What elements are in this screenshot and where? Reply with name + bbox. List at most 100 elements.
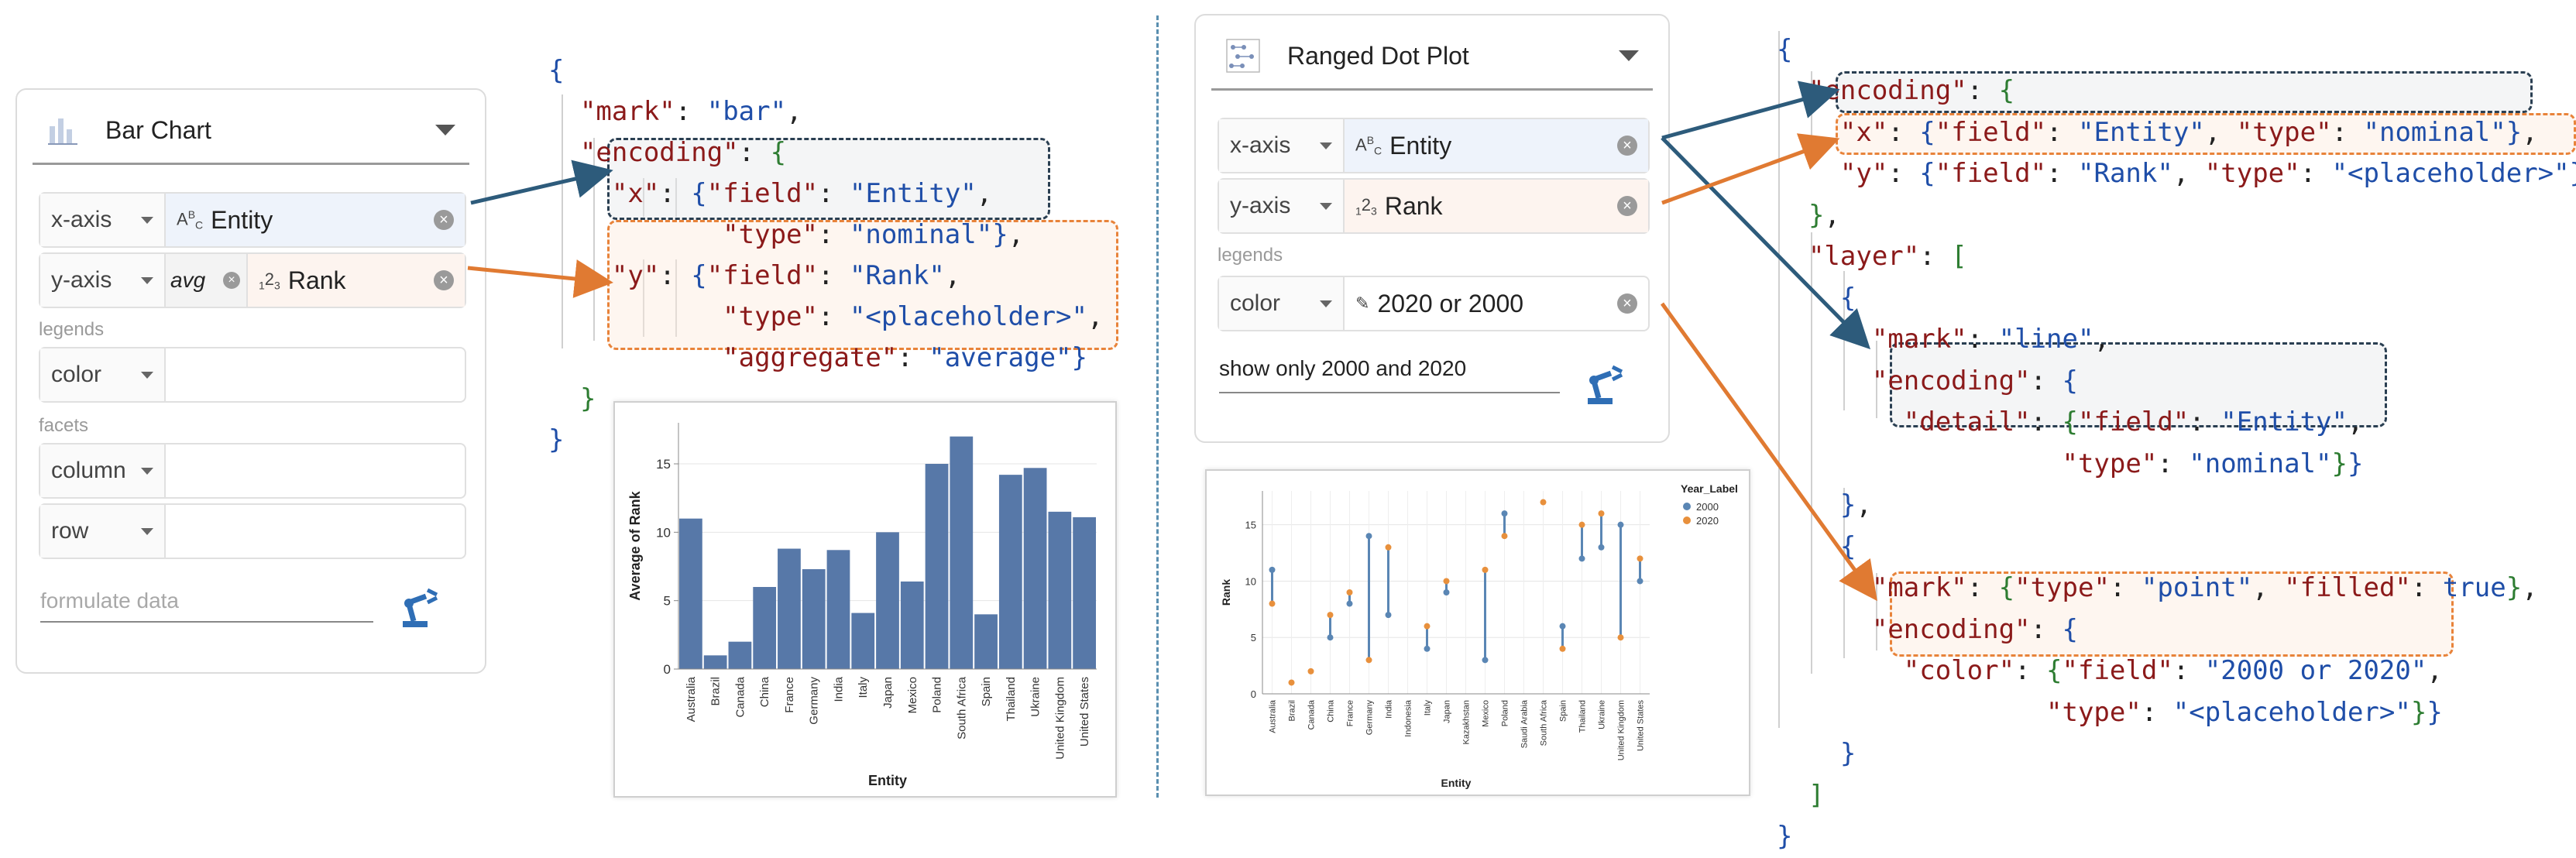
code-key: "type" bbox=[2014, 572, 2110, 603]
dot bbox=[1288, 679, 1295, 686]
dropdown-arrow-icon[interactable] bbox=[141, 372, 153, 379]
aggregate-chip[interactable]: avg × bbox=[166, 254, 248, 307]
dropdown-arrow-icon[interactable] bbox=[1320, 300, 1332, 307]
x-axis-channel-select[interactable]: x-axis bbox=[40, 194, 166, 246]
code-key: "color" bbox=[1903, 655, 2015, 686]
code-value: "nominal" bbox=[849, 219, 993, 250]
formulate-data-input[interactable]: formulate data bbox=[40, 589, 373, 623]
x-axis-channel-select[interactable]: x-axis bbox=[1219, 119, 1345, 172]
y-axis-row[interactable]: y-axis 123 Rank × bbox=[1218, 178, 1650, 234]
color-encoding-highlight bbox=[1890, 571, 2454, 657]
y-axis-row[interactable]: y-axis avg × 123 Rank × bbox=[39, 252, 466, 308]
code-value: "<placeholder>" bbox=[849, 301, 1087, 332]
x-axis-row[interactable]: x-axis ABC Entity × bbox=[39, 192, 466, 248]
code-key: "type" bbox=[2204, 158, 2300, 189]
bar bbox=[1073, 517, 1096, 669]
x-axis-field[interactable]: ABC Entity × bbox=[166, 194, 465, 246]
x-tick-label: Canada bbox=[733, 676, 747, 717]
dot bbox=[1365, 533, 1372, 540]
chart-type-selector[interactable]: Bar Chart bbox=[33, 98, 469, 165]
clear-icon[interactable]: × bbox=[1617, 196, 1637, 216]
row-field-empty[interactable] bbox=[166, 505, 465, 558]
bar bbox=[778, 548, 801, 669]
y-axis-field[interactable]: 123 Rank × bbox=[1345, 180, 1648, 232]
dot bbox=[1327, 612, 1334, 619]
number-type-icon: 123 bbox=[259, 269, 280, 292]
color-row[interactable]: color bbox=[39, 347, 466, 403]
prompt-input[interactable]: show only 2000 and 2020 bbox=[1219, 356, 1560, 393]
dot bbox=[1598, 510, 1605, 517]
x-axis-row[interactable]: x-axis ABC Entity × bbox=[1218, 118, 1650, 173]
clear-icon[interactable]: × bbox=[1617, 293, 1637, 314]
color-channel-select[interactable]: color bbox=[1219, 277, 1345, 330]
x-axis-channel-label: x-axis bbox=[51, 207, 112, 232]
color-field-empty[interactable] bbox=[166, 348, 465, 401]
indent-guide bbox=[643, 178, 644, 217]
code-key: "aggregate" bbox=[723, 342, 898, 373]
column-channel-select[interactable]: column bbox=[40, 444, 166, 497]
y-axis-channel-select[interactable]: y-axis bbox=[40, 254, 166, 307]
code-brace: { bbox=[548, 55, 565, 86]
indent-guide bbox=[593, 138, 595, 341]
dropdown-arrow-icon[interactable] bbox=[141, 468, 153, 475]
row-row[interactable]: row bbox=[39, 503, 466, 559]
x-tick-label: United States bbox=[1078, 677, 1091, 746]
bar bbox=[998, 475, 1022, 669]
dot bbox=[1501, 533, 1508, 540]
color-row[interactable]: color ✎ 2020 or 2000 × bbox=[1218, 276, 1650, 331]
x-tick-label: Brazil bbox=[709, 677, 723, 706]
code-key: "type" bbox=[723, 301, 818, 332]
code-value: "bar" bbox=[706, 96, 787, 127]
y-tick-label: 0 bbox=[664, 662, 671, 677]
dot bbox=[1443, 589, 1450, 595]
color-field[interactable]: ✎ 2020 or 2000 × bbox=[1345, 277, 1648, 330]
indent-guide bbox=[1876, 573, 1877, 650]
dot bbox=[1307, 668, 1314, 674]
dot bbox=[1385, 544, 1392, 551]
code-key: "field" bbox=[706, 178, 819, 209]
clear-icon[interactable]: × bbox=[434, 270, 454, 290]
color-channel-select[interactable]: color bbox=[40, 348, 166, 401]
code-value: "nominal" bbox=[2189, 448, 2332, 479]
code-key: "x" bbox=[1839, 116, 1888, 148]
code-value: "<placeholder>" bbox=[2331, 158, 2570, 189]
dropdown-arrow-icon[interactable] bbox=[141, 217, 153, 224]
row-channel-select[interactable]: row bbox=[40, 505, 166, 558]
bar bbox=[1048, 511, 1072, 669]
code-key: "type" bbox=[2236, 116, 2332, 148]
chevron-down-icon[interactable] bbox=[435, 125, 455, 136]
y-axis-field[interactable]: 123 Rank × bbox=[248, 254, 465, 307]
robot-arm-icon[interactable] bbox=[1583, 362, 1630, 406]
x-tick-label: Mexico bbox=[906, 677, 919, 714]
column-row[interactable]: column bbox=[39, 443, 466, 499]
clear-icon[interactable]: × bbox=[434, 210, 454, 230]
color-field-label: 2020 or 2000 bbox=[1377, 289, 1524, 317]
y-axis-title: Rank bbox=[1220, 579, 1232, 606]
code-key: "encoding" bbox=[579, 137, 739, 168]
chevron-down-icon[interactable] bbox=[1619, 50, 1639, 61]
x-tick-label: France bbox=[1346, 700, 1355, 726]
code-key: "field" bbox=[1935, 158, 2047, 189]
x-axis-field[interactable]: ABC Entity × bbox=[1345, 119, 1648, 172]
dropdown-arrow-icon[interactable] bbox=[1320, 203, 1332, 210]
clear-icon[interactable]: × bbox=[1617, 136, 1637, 156]
chart-type-selector[interactable]: Ranged Dot Plot bbox=[1211, 23, 1653, 91]
y-tick-label: 5 bbox=[664, 594, 671, 609]
code-key: "encoding" bbox=[1808, 75, 1967, 106]
dropdown-arrow-icon[interactable] bbox=[1320, 142, 1332, 149]
clear-aggregate-icon[interactable]: × bbox=[223, 272, 240, 289]
robot-arm-icon[interactable] bbox=[398, 585, 445, 629]
legend-swatch bbox=[1683, 517, 1691, 524]
code-value: "Entity" bbox=[2221, 407, 2348, 438]
code-value: "average" bbox=[929, 342, 1072, 373]
column-field-empty[interactable] bbox=[166, 444, 465, 497]
dropdown-arrow-icon[interactable] bbox=[141, 528, 153, 535]
y-axis-channel-select[interactable]: y-axis bbox=[1219, 180, 1345, 232]
x-tick-label: Germany bbox=[808, 677, 821, 725]
dot bbox=[1540, 499, 1547, 506]
dropdown-arrow-icon[interactable] bbox=[141, 277, 153, 284]
dot bbox=[1482, 566, 1489, 573]
bar bbox=[728, 641, 752, 669]
bar bbox=[802, 569, 826, 669]
x-tick-label: United Kingdom bbox=[1617, 700, 1626, 760]
